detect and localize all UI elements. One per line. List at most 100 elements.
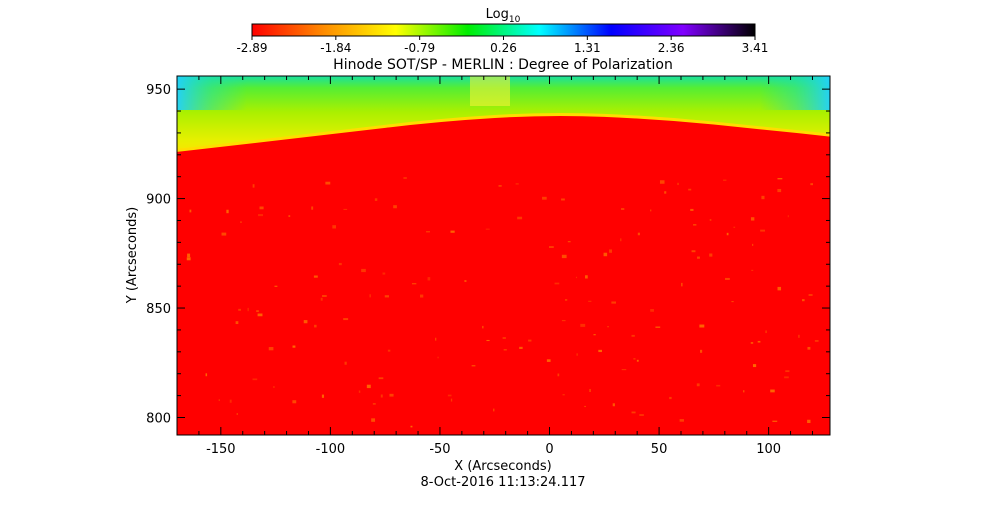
speckle <box>611 301 616 304</box>
limb-band <box>177 113 830 152</box>
speckle <box>716 384 721 387</box>
y-axis: 800 850 900 950 <box>146 83 830 426</box>
speckle <box>498 185 502 187</box>
speckle <box>637 232 640 236</box>
speckle <box>344 361 347 365</box>
speckle <box>603 252 608 257</box>
speckle <box>690 208 694 211</box>
speckle <box>426 231 430 233</box>
speckle <box>561 198 565 201</box>
speckle <box>369 294 371 298</box>
speckle <box>189 209 192 213</box>
speckle <box>517 216 523 220</box>
x-tick-label: 100 <box>756 442 781 457</box>
x-axis: -150 -100 -50 0 50 100 <box>176 76 813 457</box>
speckle <box>382 272 386 275</box>
speckle <box>807 419 811 424</box>
speckle <box>226 209 229 214</box>
speckle <box>259 206 264 210</box>
speckle <box>567 241 571 243</box>
speckle <box>709 253 713 257</box>
speckle <box>757 340 761 343</box>
speckle <box>389 393 394 397</box>
speckle <box>557 373 560 377</box>
speckle <box>620 238 622 242</box>
y-tick-label: 900 <box>146 193 171 208</box>
speckle <box>787 215 789 218</box>
speckle <box>332 225 337 229</box>
speckle <box>546 359 551 362</box>
speckle <box>313 275 318 278</box>
speckle <box>688 188 692 191</box>
speckle <box>303 320 308 324</box>
speckle <box>770 389 775 393</box>
off-limb-corner-left <box>177 76 247 110</box>
speckle <box>765 330 767 334</box>
colorbar-tick-label: 3.41 <box>742 41 769 55</box>
y-tick-label: 850 <box>146 302 171 317</box>
speckle <box>810 183 814 186</box>
speckle <box>205 373 208 377</box>
speckle <box>256 310 259 313</box>
speckle <box>292 345 296 348</box>
speckle <box>268 347 274 351</box>
speckle <box>235 321 239 325</box>
speckle <box>437 356 439 359</box>
speckle <box>691 250 696 253</box>
speckle <box>528 339 532 342</box>
speckle <box>575 276 578 279</box>
scan-overlap-strip <box>470 76 510 106</box>
speckle <box>358 390 361 393</box>
speckle <box>659 180 665 184</box>
speckle <box>761 195 765 200</box>
speckle <box>633 357 636 360</box>
speckle <box>252 184 255 188</box>
speckle <box>699 324 705 328</box>
colorbar-label: Log10 <box>486 7 521 25</box>
speckle <box>311 206 314 210</box>
speckle <box>752 243 754 246</box>
x-tick-label: -50 <box>429 442 450 457</box>
speckle <box>621 369 627 371</box>
speckle <box>588 300 592 302</box>
speckle <box>288 215 291 218</box>
polarization-speckles <box>186 177 819 428</box>
speckle <box>292 400 297 404</box>
speckle <box>636 359 639 362</box>
speckle <box>807 346 811 350</box>
x-tick-label: -150 <box>206 442 236 457</box>
speckle <box>798 334 800 338</box>
x-tick-label: 50 <box>651 442 668 457</box>
speckle <box>247 307 249 312</box>
speckle <box>419 294 424 298</box>
speckle <box>561 319 566 322</box>
speckle <box>562 394 565 396</box>
speckle <box>384 295 389 298</box>
speckle <box>186 257 191 261</box>
speckle <box>681 282 683 287</box>
speckle <box>808 294 813 296</box>
colorbar <box>251 23 756 37</box>
speckle <box>650 209 652 212</box>
speckle <box>274 285 278 287</box>
speckle <box>609 249 613 253</box>
y-axis-label: Y (Arcseconds) <box>125 207 140 304</box>
colorbar-tick-label: -0.79 <box>404 41 435 55</box>
speckle <box>584 405 586 408</box>
speckle <box>218 399 220 402</box>
speckle <box>679 419 684 422</box>
speckle <box>760 229 766 232</box>
speckle <box>549 246 554 248</box>
speckle <box>696 383 700 387</box>
speckle <box>252 378 258 381</box>
speckle <box>564 299 568 301</box>
speckle <box>343 318 349 321</box>
speckle <box>750 217 755 221</box>
speckle <box>726 232 729 236</box>
speckle <box>450 230 455 233</box>
speckle <box>752 364 757 368</box>
speckle <box>380 394 383 398</box>
speckle <box>802 299 805 302</box>
speckle <box>519 346 523 350</box>
chart-title: Hinode SOT/SP - MERLIN : Degree of Polar… <box>333 57 673 73</box>
